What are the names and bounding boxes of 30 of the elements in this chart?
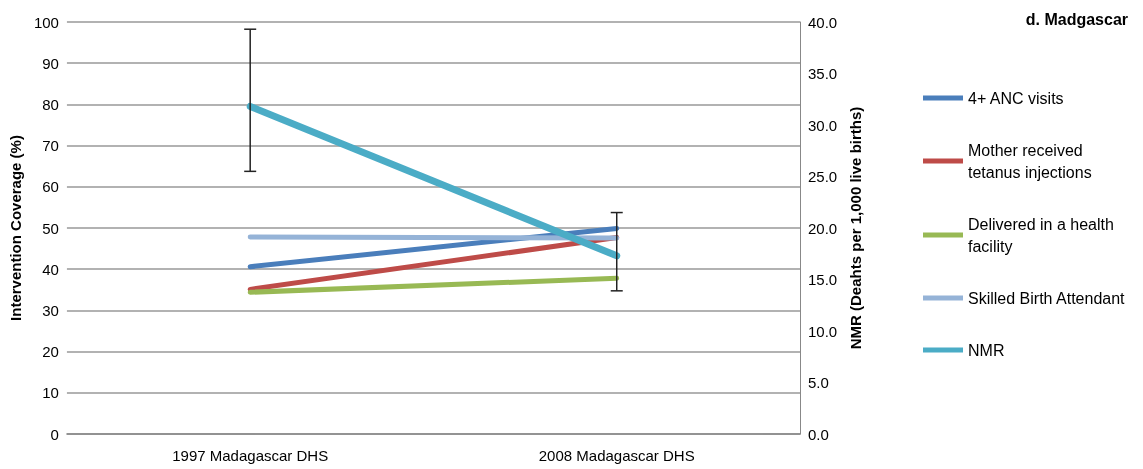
y-tick-label: 60	[42, 178, 59, 196]
y-tick-label: 20	[42, 343, 59, 361]
y-tick-label: 100	[33, 13, 59, 31]
x-tick-label: 1997 Madagascar DHS	[172, 447, 329, 464]
y2-tick-label: 35.0	[808, 65, 838, 82]
y2-tick-label: 10.0	[808, 322, 838, 340]
y-tick-label: 50	[42, 219, 59, 237]
y-axis-title: Intervention Coverage (%)	[7, 135, 24, 321]
y2-tick-label: 0.0	[808, 425, 829, 443]
y-tick-label: 30	[42, 301, 59, 319]
legend-label: Delivered in a health facility	[968, 215, 1119, 255]
y-tick-label: 10	[42, 384, 59, 402]
y2-tick-label: 25.0	[808, 168, 838, 185]
legend-label: Mother received tetanus injections	[968, 141, 1092, 181]
x-tick-label: 2008 Madagascar DHS	[538, 447, 695, 464]
y2-tick-label: 30.0	[808, 116, 838, 134]
legend-label: NMR	[968, 341, 1005, 359]
y-tick-label: 40	[42, 260, 59, 278]
y2-axis-title: NMR (Deahts per 1,000 live births)	[847, 106, 865, 350]
legend-label: Skilled Birth Attendant	[968, 289, 1126, 307]
y-tick-label: 90	[42, 54, 59, 72]
y2-tick-label: 5.0	[808, 374, 829, 391]
y-tick-label: 70	[42, 137, 59, 155]
text: d. Madgascar	[1025, 10, 1129, 28]
y-tick-label: 0	[50, 425, 59, 443]
legend-label: 4+ ANC visits	[968, 89, 1064, 107]
y2-tick-label: 40.0	[808, 13, 838, 31]
y2-tick-label: 15.0	[808, 271, 838, 288]
y2-tick-label: 20.0	[808, 219, 838, 237]
y-tick-label: 80	[42, 95, 59, 113]
